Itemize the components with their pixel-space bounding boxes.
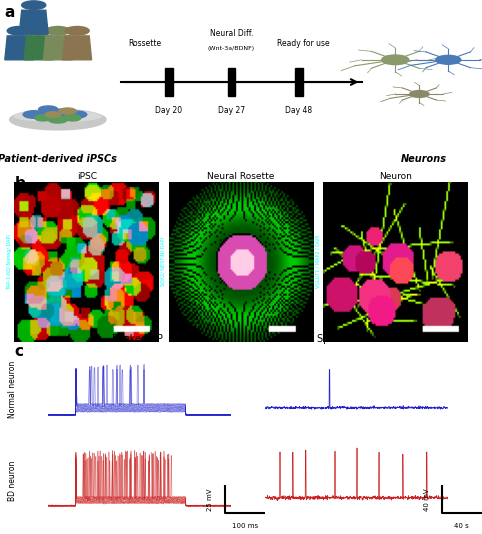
Text: (Wnt-3a/BDNF): (Wnt-3a/BDNF) xyxy=(208,46,255,51)
Circle shape xyxy=(410,91,429,97)
Text: SOX2/ NESTIN/ DAPI: SOX2/ NESTIN/ DAPI xyxy=(161,237,166,286)
Text: 40 s: 40 s xyxy=(455,523,469,529)
Text: b: b xyxy=(14,176,26,191)
Bar xyxy=(165,68,173,96)
Circle shape xyxy=(59,108,76,114)
Text: TRA-1-60/ Nanog/ DAPI: TRA-1-60/ Nanog/ DAPI xyxy=(7,234,12,289)
Polygon shape xyxy=(43,36,72,60)
Text: c: c xyxy=(14,344,24,359)
Text: Patient-derived iPSCs: Patient-derived iPSCs xyxy=(0,154,117,164)
Circle shape xyxy=(46,27,70,35)
Title: Neuron: Neuron xyxy=(379,172,412,181)
Circle shape xyxy=(7,27,31,35)
Text: Rossette: Rossette xyxy=(128,39,161,48)
Circle shape xyxy=(67,111,87,118)
Text: Normal neuron: Normal neuron xyxy=(8,361,16,419)
Bar xyxy=(295,68,303,96)
Text: Neurons: Neurons xyxy=(401,154,447,164)
Text: BD neuron: BD neuron xyxy=(8,460,16,501)
Title: Neural Rosette: Neural Rosette xyxy=(207,172,275,181)
Circle shape xyxy=(22,1,46,10)
Circle shape xyxy=(27,27,51,35)
Circle shape xyxy=(45,112,61,117)
Text: Evoked AP: Evoked AP xyxy=(112,334,163,344)
Text: VGLUT1 / MAP2 / DAPI: VGLUT1 / MAP2 / DAPI xyxy=(315,235,320,288)
Text: Day 27: Day 27 xyxy=(218,106,245,115)
Text: Day 48: Day 48 xyxy=(285,106,312,115)
Circle shape xyxy=(48,116,67,123)
Text: 25 mV: 25 mV xyxy=(207,488,213,511)
Text: Day 20: Day 20 xyxy=(155,106,182,115)
Circle shape xyxy=(65,27,89,35)
Circle shape xyxy=(52,109,73,116)
Circle shape xyxy=(39,106,58,113)
Text: Neural Diff.: Neural Diff. xyxy=(210,29,253,37)
Text: 40 mV: 40 mV xyxy=(424,488,430,511)
Polygon shape xyxy=(24,36,53,60)
Circle shape xyxy=(35,115,52,121)
Text: a: a xyxy=(5,5,15,20)
Text: Spontaneous AP: Spontaneous AP xyxy=(317,334,397,344)
Polygon shape xyxy=(19,10,48,34)
Circle shape xyxy=(64,115,81,121)
Ellipse shape xyxy=(14,111,101,121)
Ellipse shape xyxy=(10,109,106,130)
Bar xyxy=(228,68,235,96)
Circle shape xyxy=(436,56,461,64)
Circle shape xyxy=(382,55,409,65)
Polygon shape xyxy=(63,36,92,60)
Text: 100 ms: 100 ms xyxy=(232,523,258,529)
Title: iPSC: iPSC xyxy=(77,172,97,181)
Text: Ready for use: Ready for use xyxy=(277,39,330,48)
Circle shape xyxy=(23,111,44,118)
Polygon shape xyxy=(5,36,34,60)
